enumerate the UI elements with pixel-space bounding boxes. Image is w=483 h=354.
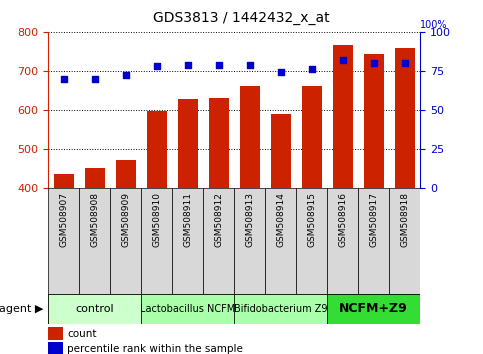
Bar xyxy=(234,294,327,324)
Text: Bifidobacterium Z9: Bifidobacterium Z9 xyxy=(234,304,327,314)
Bar xyxy=(141,294,234,324)
Point xyxy=(370,60,378,66)
Point xyxy=(246,62,254,67)
Bar xyxy=(147,111,167,188)
Bar xyxy=(327,188,358,294)
Bar xyxy=(265,188,296,294)
Bar xyxy=(141,188,172,294)
Point xyxy=(339,57,347,63)
Text: GSM508915: GSM508915 xyxy=(307,192,316,247)
Bar xyxy=(240,86,260,188)
Point xyxy=(215,62,223,67)
Point xyxy=(184,62,192,67)
Text: GDS3813 / 1442432_x_at: GDS3813 / 1442432_x_at xyxy=(153,11,330,25)
Bar xyxy=(203,188,234,294)
Text: NCFM+Z9: NCFM+Z9 xyxy=(340,302,408,315)
Text: GSM508908: GSM508908 xyxy=(90,192,99,247)
Point xyxy=(122,73,129,78)
Bar xyxy=(358,188,389,294)
Bar xyxy=(234,188,265,294)
Bar xyxy=(364,54,384,188)
Bar xyxy=(327,294,420,324)
Text: count: count xyxy=(67,329,97,338)
Bar xyxy=(395,48,415,188)
Point xyxy=(153,63,161,69)
Text: percentile rank within the sample: percentile rank within the sample xyxy=(67,344,243,354)
Point xyxy=(60,76,68,81)
Text: GSM508917: GSM508917 xyxy=(369,192,378,247)
Text: Lactobacillus NCFM: Lactobacillus NCFM xyxy=(140,304,235,314)
Text: GSM508910: GSM508910 xyxy=(152,192,161,247)
Bar xyxy=(48,188,79,294)
Text: GSM508911: GSM508911 xyxy=(183,192,192,247)
Text: GSM508913: GSM508913 xyxy=(245,192,254,247)
Text: GSM508907: GSM508907 xyxy=(59,192,68,247)
Bar xyxy=(85,168,105,188)
Bar xyxy=(48,342,63,354)
Text: GSM508912: GSM508912 xyxy=(214,192,223,247)
Bar xyxy=(116,160,136,188)
Text: 100%: 100% xyxy=(420,20,448,30)
Text: GSM508914: GSM508914 xyxy=(276,192,285,247)
Text: GSM508918: GSM508918 xyxy=(400,192,409,247)
Point xyxy=(308,67,315,72)
Bar xyxy=(209,98,229,188)
Text: GSM508916: GSM508916 xyxy=(338,192,347,247)
Point xyxy=(91,76,99,81)
Bar xyxy=(48,294,142,324)
Bar xyxy=(333,46,353,188)
Bar xyxy=(54,174,74,188)
Bar xyxy=(302,86,322,188)
Bar xyxy=(79,188,110,294)
Bar xyxy=(178,99,198,188)
Bar xyxy=(172,188,203,294)
Point xyxy=(401,60,409,66)
Text: control: control xyxy=(75,304,114,314)
Bar xyxy=(48,327,63,341)
Bar xyxy=(110,188,142,294)
Bar xyxy=(270,114,291,188)
Bar xyxy=(296,188,327,294)
Bar xyxy=(389,188,420,294)
Text: agent ▶: agent ▶ xyxy=(0,304,43,314)
Text: GSM508909: GSM508909 xyxy=(121,192,130,247)
Point xyxy=(277,69,284,75)
